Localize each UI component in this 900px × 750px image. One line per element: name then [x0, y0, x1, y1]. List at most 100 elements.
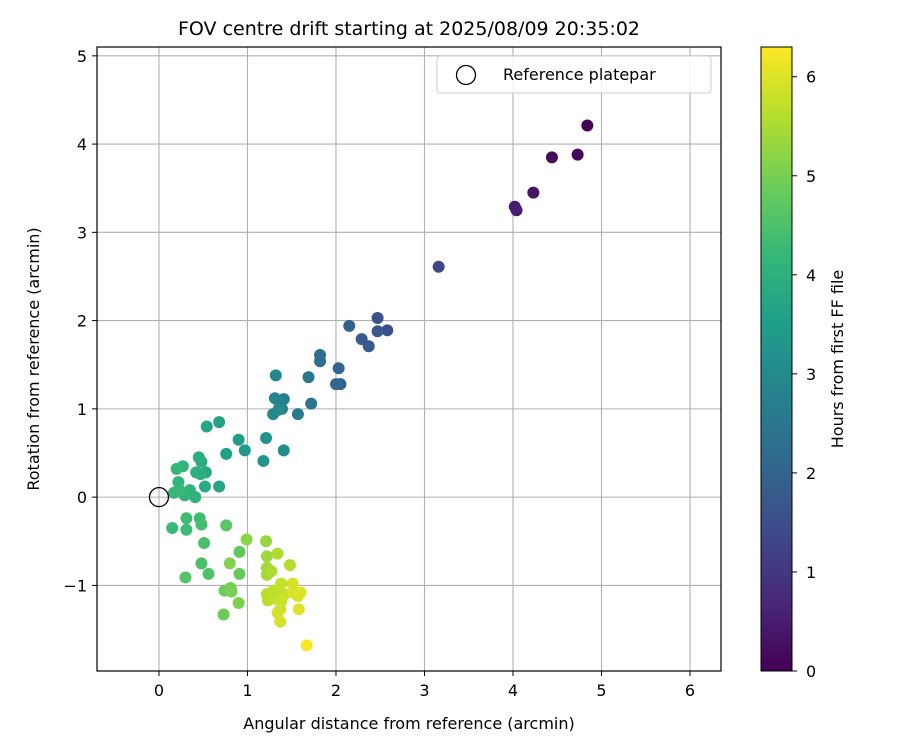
data-point-71 — [260, 550, 273, 563]
data-point-35 — [213, 480, 226, 493]
data-point-60 — [220, 519, 233, 532]
y-tick-label-2: 1 — [77, 400, 87, 419]
colorbar-label: Hours from first FF file — [828, 270, 847, 449]
data-point-40 — [192, 451, 205, 464]
data-point-58 — [202, 567, 215, 580]
data-point-75 — [271, 547, 284, 560]
data-point-12 — [343, 319, 356, 332]
data-point-67 — [232, 597, 245, 610]
colorbar-tick-label-4: 4 — [806, 266, 816, 285]
y-axis-ticks: −1 0 1 2 3 4 5 — [63, 47, 97, 595]
data-point-8 — [371, 311, 384, 324]
colorbar-tick-label-5: 5 — [806, 167, 816, 186]
data-point-92 — [292, 603, 305, 616]
colorbar-tick-label-1: 1 — [806, 563, 816, 582]
x-tick-label-5: 5 — [596, 681, 606, 700]
colorbar: 0 1 2 3 4 5 6 Hours from first FF file — [760, 46, 847, 681]
x-tick-label-0: 0 — [154, 681, 164, 700]
data-point-38 — [198, 480, 211, 493]
colorbar-tick-label-6: 6 — [806, 68, 816, 87]
y-axis-label: Rotation from reference (arcmin) — [24, 227, 43, 490]
data-point-15 — [329, 378, 342, 391]
data-point-29 — [260, 431, 273, 444]
data-point-68 — [223, 557, 236, 570]
y-tick-label-6: 5 — [77, 47, 87, 66]
data-point-11 — [355, 333, 368, 346]
reference-point — [148, 486, 170, 508]
data-point-6 — [432, 260, 445, 273]
data-point-51 — [166, 522, 179, 535]
x-tick-label-1: 1 — [242, 681, 252, 700]
data-point-0 — [581, 119, 594, 132]
x-axis-label: Angular distance from reference (arcmin) — [243, 714, 574, 733]
data-point-24 — [268, 392, 281, 405]
data-point-56 — [198, 537, 211, 550]
data-point-27 — [272, 403, 285, 416]
y-tick-label-5: 4 — [77, 135, 87, 154]
x-tick-label-4: 4 — [508, 681, 518, 700]
colorbar-tick-label-2: 2 — [806, 464, 816, 483]
data-point-52 — [180, 523, 193, 536]
plot-area-frame — [96, 46, 722, 672]
data-point-74 — [265, 565, 278, 578]
data-point-91 — [294, 586, 307, 599]
colorbar-gradient — [760, 46, 793, 672]
data-point-70 — [260, 535, 273, 548]
data-point-53 — [180, 512, 193, 525]
data-point-62 — [233, 567, 246, 580]
data-point-25 — [269, 369, 282, 382]
data-point-36 — [200, 420, 213, 433]
data-point-64 — [217, 608, 230, 621]
x-axis-ticks: 0 1 2 3 4 5 6 — [154, 671, 695, 700]
data-point-5 — [510, 204, 523, 217]
legend: Reference platepar — [436, 55, 712, 94]
data-point-7 — [381, 324, 394, 337]
data-point-66 — [225, 585, 238, 598]
data-point-93 — [300, 639, 313, 652]
x-tick-label-6: 6 — [685, 681, 695, 700]
y-tick-label-4: 3 — [77, 223, 87, 242]
data-point-3 — [527, 186, 540, 199]
data-point-18 — [305, 397, 318, 410]
colorbar-tick-label-0: 0 — [806, 662, 816, 681]
legend-marker-reference — [455, 64, 477, 86]
data-point-82 — [275, 577, 288, 590]
data-point-48 — [170, 462, 183, 475]
data-point-17 — [314, 355, 327, 368]
data-point-31 — [238, 444, 251, 457]
data-points — [166, 119, 594, 652]
data-point-1 — [571, 148, 584, 161]
data-point-59 — [179, 571, 192, 584]
y-tick-label-1: 0 — [77, 488, 87, 507]
data-point-14 — [332, 362, 345, 375]
data-point-61 — [233, 545, 246, 558]
reference-platepar-marker — [148, 486, 170, 508]
chart-title: FOV centre drift starting at 2025/08/09 … — [178, 18, 640, 40]
data-point-32 — [232, 433, 245, 446]
data-point-50 — [168, 486, 181, 499]
legend-box — [436, 55, 712, 94]
x-tick-label-2: 2 — [331, 681, 341, 700]
data-point-33 — [220, 447, 233, 460]
legend-label-reference: Reference platepar — [503, 65, 656, 84]
data-point-88 — [286, 577, 299, 590]
colorbar-ticks: 0 1 2 3 4 5 6 — [792, 68, 816, 681]
y-tick-label-0: −1 — [63, 576, 87, 595]
data-point-28 — [277, 444, 290, 457]
data-point-57 — [195, 557, 208, 570]
data-point-42 — [190, 466, 203, 479]
data-point-34 — [213, 416, 226, 429]
colorbar-tick-label-3: 3 — [806, 365, 816, 384]
data-point-69 — [240, 533, 253, 546]
data-point-2 — [545, 151, 558, 164]
data-point-55 — [195, 518, 208, 531]
data-point-9 — [371, 325, 384, 338]
data-point-20 — [291, 408, 304, 421]
data-point-30 — [257, 454, 270, 467]
x-tick-label-3: 3 — [419, 681, 429, 700]
data-point-19 — [302, 371, 315, 384]
y-tick-label-3: 2 — [77, 312, 87, 331]
data-point-87 — [274, 615, 287, 628]
data-point-76 — [283, 559, 296, 572]
